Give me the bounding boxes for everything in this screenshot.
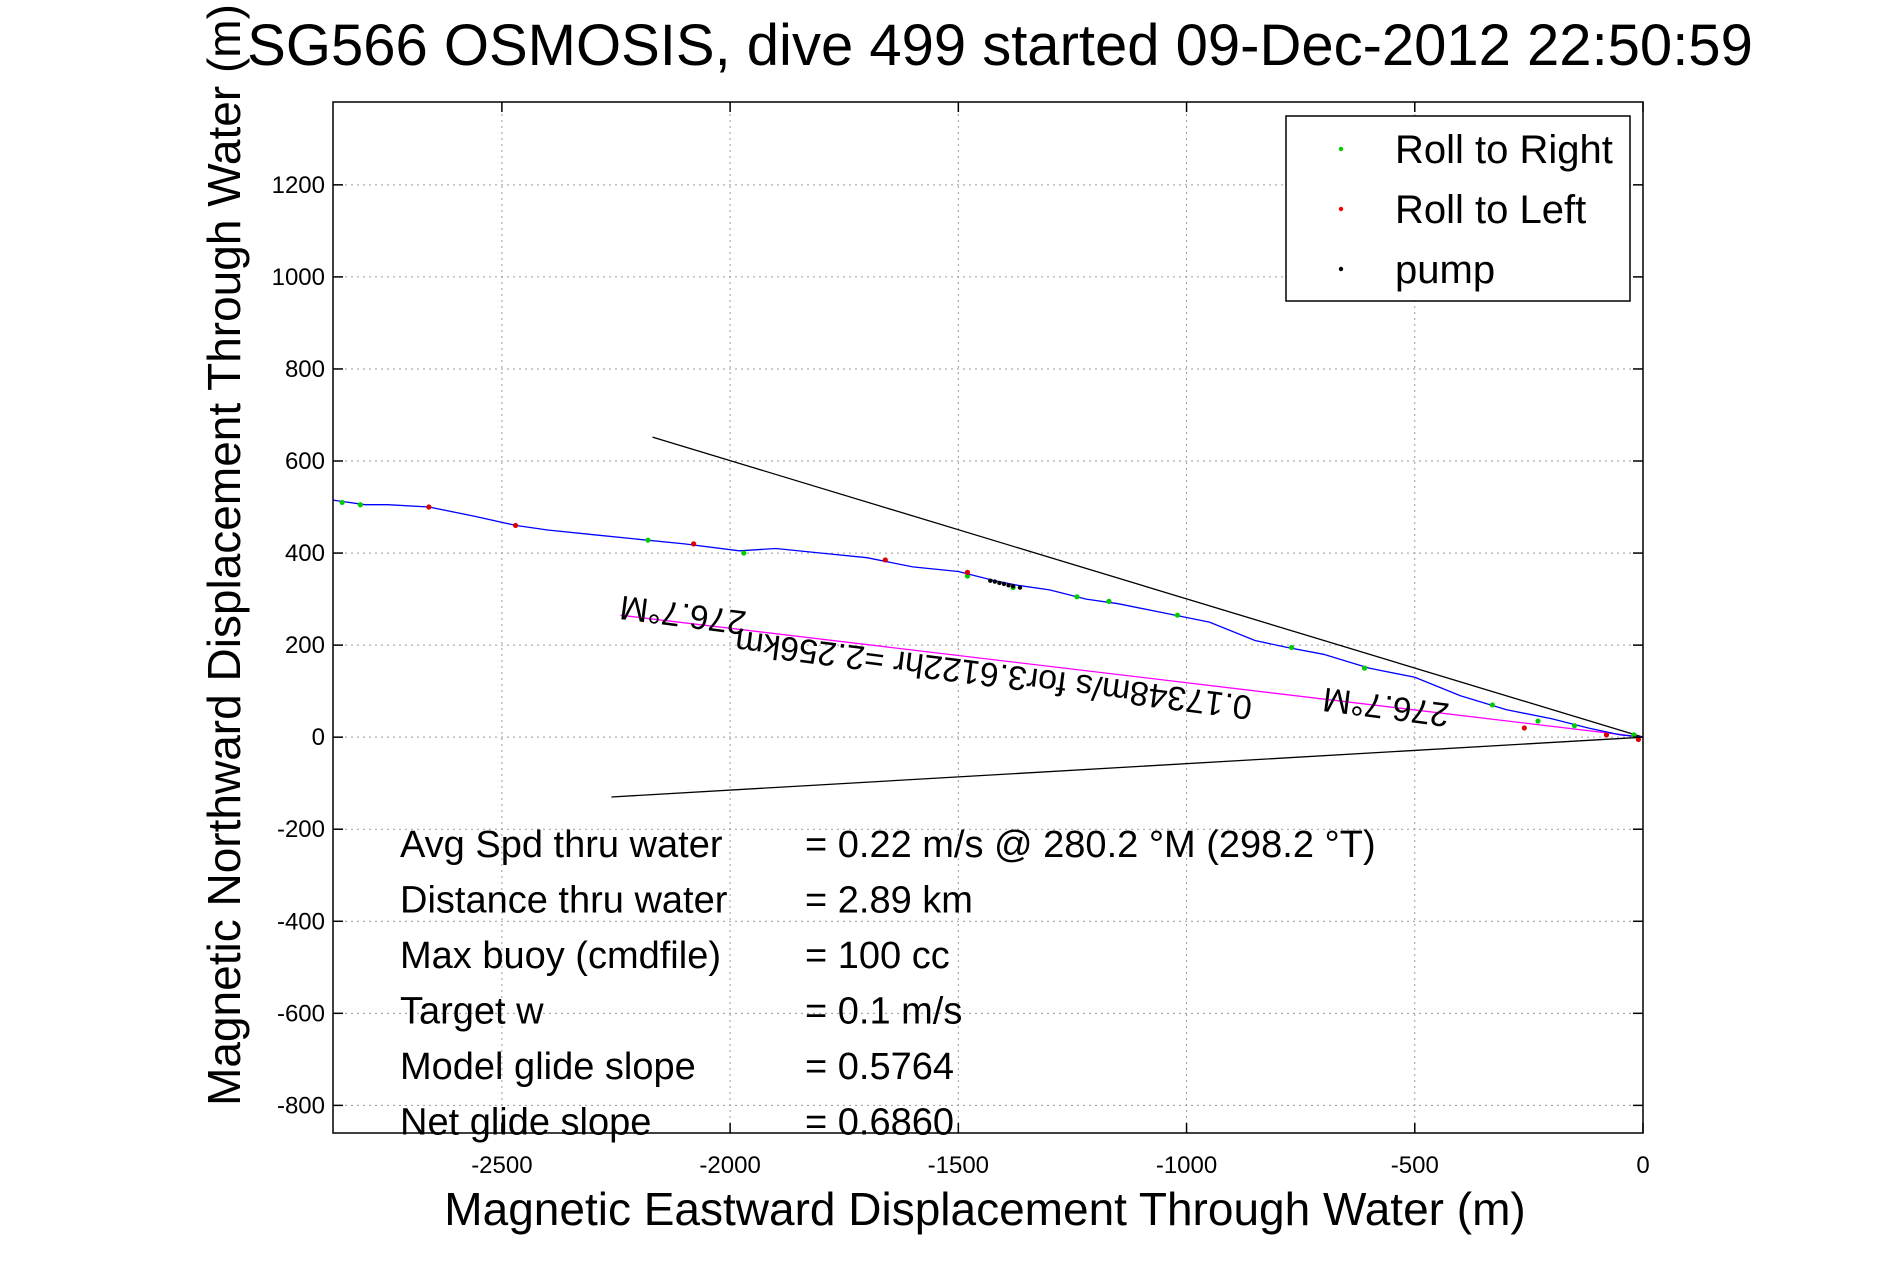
pump-point bbox=[1017, 585, 1023, 590]
stat-label: Target w bbox=[400, 991, 544, 1033]
roll-right-point bbox=[741, 550, 747, 556]
roll-right-point bbox=[1074, 594, 1080, 600]
legend-marker bbox=[1338, 266, 1344, 272]
plot-frame bbox=[332, 101, 1644, 1134]
pump-point bbox=[1001, 581, 1007, 587]
stat-value: = 0.22 m/s @ 280.2 °M (298.2 °T) bbox=[805, 824, 1376, 866]
roll-right-point bbox=[357, 502, 363, 508]
magenta-line bbox=[620, 614, 1644, 738]
stat-value: = 100 cc bbox=[805, 935, 950, 977]
black-line-upper bbox=[652, 436, 1644, 738]
roll-left-point bbox=[964, 569, 971, 575]
glider-track bbox=[332, 499, 1644, 738]
y-tick-label: 600 bbox=[285, 448, 325, 475]
stat-label: Avg Spd thru water bbox=[400, 824, 723, 866]
legend-label: pump bbox=[1395, 248, 1495, 292]
roll-right-point bbox=[1631, 732, 1637, 738]
roll-right-point bbox=[1571, 723, 1578, 729]
stat-label: Model glide slope bbox=[400, 1046, 696, 1088]
x-tick-label: -500 bbox=[1391, 1152, 1439, 1179]
roll-right-point bbox=[1106, 598, 1112, 604]
legend-label: Roll to Left bbox=[1395, 188, 1586, 232]
roll-right-point bbox=[1174, 612, 1181, 618]
stat-label: Distance thru water bbox=[400, 880, 728, 922]
roll-right-point bbox=[339, 499, 345, 506]
x-tick-label: -1500 bbox=[928, 1152, 989, 1179]
x-tick-label: 0 bbox=[1636, 1152, 1649, 1179]
roll-right-point bbox=[1361, 665, 1368, 671]
pump-point bbox=[1010, 584, 1016, 589]
pump-point bbox=[1006, 583, 1011, 588]
x-tick-label: -2500 bbox=[471, 1152, 532, 1179]
y-tick-label: 200 bbox=[285, 632, 325, 659]
y-tick-label: 800 bbox=[285, 356, 325, 383]
roll-right-point bbox=[1288, 644, 1295, 651]
stat-label: Max buoy (cmdfile) bbox=[400, 935, 721, 977]
roll-right-point bbox=[645, 537, 651, 543]
track-layer bbox=[332, 499, 1644, 738]
legend-marker bbox=[1338, 206, 1344, 212]
y-tick-label: 1200 bbox=[272, 172, 325, 199]
dive-statistics: Avg Spd thru water = 0.22 m/s @ 280.2 °M … bbox=[400, 824, 1376, 1144]
stat-value: = 0.6860 bbox=[805, 1102, 954, 1144]
black-line-lower bbox=[611, 736, 1644, 798]
chart-title: SG566 OSMOSIS, dive 499 started 09-Dec-2… bbox=[247, 13, 1753, 78]
pump-point bbox=[992, 579, 998, 584]
roll-left-point bbox=[1635, 736, 1642, 743]
y-tick-label: -200 bbox=[277, 816, 325, 843]
roll-left-point bbox=[690, 541, 697, 547]
pump-point bbox=[997, 580, 1002, 586]
marker-layer bbox=[339, 499, 1642, 743]
roll-left-point bbox=[512, 522, 519, 529]
pump-point bbox=[988, 578, 993, 583]
x-axis-label: Magnetic Eastward Displacement Through W… bbox=[444, 1183, 1525, 1235]
y-tick-label: -800 bbox=[277, 1092, 325, 1119]
legend-box bbox=[1285, 115, 1631, 302]
stat-value: = 2.89 km bbox=[805, 880, 973, 922]
legend-entries: Roll to Right Roll to Left pump bbox=[1338, 128, 1613, 292]
legend: Roll to Right Roll to Left pump bbox=[1285, 115, 1631, 302]
roll-right-point bbox=[964, 573, 971, 579]
roll-left-point bbox=[426, 504, 432, 510]
y-tick-label: 400 bbox=[285, 540, 325, 567]
legend-marker bbox=[1338, 146, 1344, 152]
y-tick-label: -600 bbox=[277, 1000, 325, 1027]
roll-left-point bbox=[1521, 725, 1527, 731]
y-tick-label: 1000 bbox=[272, 264, 325, 291]
y-tick-label: 0 bbox=[312, 724, 325, 751]
roll-right-point bbox=[1535, 718, 1541, 724]
stat-value: = 0.5764 bbox=[805, 1046, 954, 1088]
y-tick-label: -400 bbox=[277, 908, 325, 935]
roll-right-point bbox=[1489, 702, 1495, 708]
grid bbox=[333, 102, 1644, 1133]
stat-value: = 0.1 m/s bbox=[805, 991, 962, 1033]
x-tick-label: -2000 bbox=[699, 1152, 760, 1179]
reference-lines bbox=[611, 436, 1644, 798]
legend-label: Roll to Right bbox=[1395, 128, 1613, 172]
roll-left-point bbox=[882, 557, 888, 563]
x-tick-label: -1000 bbox=[1156, 1152, 1217, 1179]
stat-label: Net glide slope bbox=[400, 1102, 651, 1144]
axis-ticks: -2500 -2000 -1500 -1000 -500 0-800-600-400-20… bbox=[272, 102, 1650, 1179]
y-axis-label: Magnetic Northward Displacement Through … bbox=[198, 4, 250, 1106]
roll-left-point bbox=[1603, 732, 1610, 738]
